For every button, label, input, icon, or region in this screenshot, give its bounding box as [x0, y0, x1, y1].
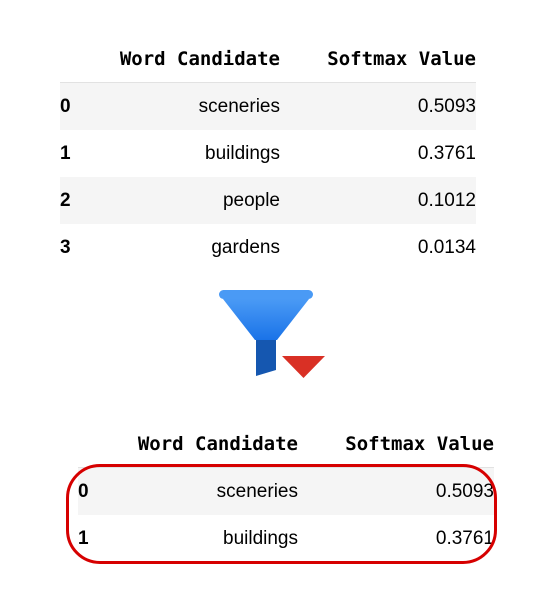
table-row: 3 gardens 0.0134	[60, 224, 476, 271]
column-header-softmax: Softmax Value	[280, 35, 476, 83]
index-header	[60, 35, 100, 83]
row-index: 0	[78, 467, 118, 515]
table-row: 1 buildings 0.3761	[60, 130, 476, 177]
column-header-word: Word Candidate	[118, 420, 298, 468]
row-index: 0	[60, 82, 100, 130]
column-header-word: Word Candidate	[100, 35, 280, 83]
word-cell: sceneries	[100, 82, 280, 130]
word-cell: buildings	[118, 515, 298, 562]
table-row: 0 sceneries 0.5093	[60, 82, 476, 130]
softmax-cell: 0.5093	[298, 467, 494, 515]
row-index: 1	[78, 515, 118, 562]
funnel-cone	[223, 299, 309, 340]
table-header-row: Word Candidate Softmax Value	[60, 35, 476, 83]
softmax-cell: 0.3761	[298, 515, 494, 562]
word-cell: gardens	[100, 224, 280, 271]
index-header	[78, 420, 118, 468]
table-row: 1 buildings 0.3761	[78, 515, 494, 562]
table-header-row: Word Candidate Softmax Value	[78, 420, 494, 468]
funnel-stem	[256, 340, 276, 376]
softmax-cell: 0.1012	[280, 177, 476, 224]
filtered-candidates-table: Word Candidate Softmax Value 0 sceneries…	[78, 420, 494, 562]
word-cell: people	[100, 177, 280, 224]
down-arrow-icon	[282, 356, 325, 378]
row-index: 2	[60, 177, 100, 224]
row-index: 1	[60, 130, 100, 177]
word-cell: buildings	[100, 130, 280, 177]
softmax-cell: 0.0134	[280, 224, 476, 271]
softmax-cell: 0.5093	[280, 82, 476, 130]
row-index: 3	[60, 224, 100, 271]
filter-funnel-icon	[219, 290, 325, 378]
table-row: 0 sceneries 0.5093	[78, 467, 494, 515]
column-header-softmax: Softmax Value	[298, 420, 494, 468]
softmax-cell: 0.3761	[280, 130, 476, 177]
table-row: 2 people 0.1012	[60, 177, 476, 224]
candidates-table: Word Candidate Softmax Value 0 sceneries…	[60, 35, 476, 271]
word-cell: sceneries	[118, 467, 298, 515]
funnel-rim	[219, 290, 313, 299]
